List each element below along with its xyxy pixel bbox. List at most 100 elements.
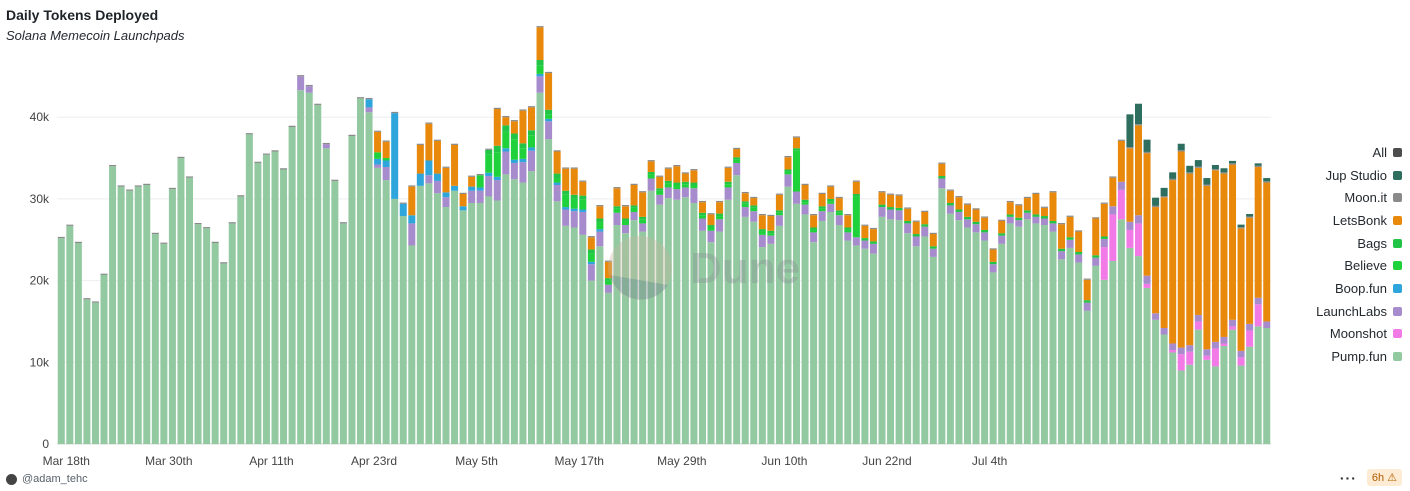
bar-bags[interactable] [895,207,903,211]
bar-moon-it[interactable] [1229,163,1237,165]
bar-moon-it[interactable] [57,236,65,239]
bar-moon-it[interactable] [382,140,390,142]
bar-moon-it[interactable] [869,227,877,230]
bar-moon-it[interactable] [887,193,895,195]
bar-letsbonk[interactable] [810,215,818,228]
bar-moon-it[interactable] [1254,165,1262,168]
bar-moon-it[interactable] [844,214,852,216]
bar-bags[interactable] [613,206,621,209]
bar-letsbonk[interactable] [869,229,877,242]
bar-letsbonk[interactable] [1203,185,1211,350]
bar-launchlabs[interactable] [895,210,903,221]
bar-moonshot[interactable] [1126,229,1134,248]
bar-believe[interactable] [374,152,382,159]
bar-launchlabs[interactable] [485,176,493,197]
bar-moon-it[interactable] [1177,150,1185,152]
bar-moon-it[interactable] [254,161,262,163]
bar-believe[interactable] [587,253,595,262]
bar-moon-it[interactable] [1152,205,1160,208]
bar-letsbonk[interactable] [1160,197,1168,328]
bar-pump-fun[interactable] [929,256,937,444]
bar-moon-it[interactable] [707,213,715,215]
bar-moonshot[interactable] [1109,214,1117,261]
bar-moon-it[interactable] [331,179,339,181]
bar-launchlabs[interactable] [1203,349,1211,356]
bar-pump-fun[interactable] [767,243,775,444]
bar-launchlabs[interactable] [1220,336,1228,344]
bar-letsbonk[interactable] [527,107,535,131]
bar-believe[interactable] [562,194,570,208]
bar-pump-fun[interactable] [852,245,860,444]
bar-bags[interactable] [758,229,766,232]
bar-launchlabs[interactable] [775,215,783,226]
bar-bags[interactable] [596,218,604,223]
bar-pump-fun[interactable] [818,220,826,444]
bar-moon-it[interactable] [1032,192,1040,194]
bar-pump-fun[interactable] [604,292,612,444]
bar-jup-studio[interactable] [1246,214,1254,217]
bar-letsbonk[interactable] [698,202,706,213]
bar-boop-fun[interactable] [596,229,604,232]
bar-letsbonk[interactable] [1246,217,1254,324]
bar-pump-fun[interactable] [579,234,587,444]
bar-launchlabs[interactable] [733,162,741,176]
bar-launchlabs[interactable] [1246,323,1254,331]
bar-pump-fun[interactable] [1126,247,1134,444]
bar-bags[interactable] [553,173,561,179]
bar-launchlabs[interactable] [912,236,920,247]
bar-letsbonk[interactable] [536,27,544,60]
bar-letsbonk[interactable] [562,168,570,191]
bar-moon-it[interactable] [451,143,459,145]
bar-boop-fun[interactable] [562,207,570,210]
bar-bags[interactable] [1066,237,1074,240]
bar-moon-it[interactable] [160,242,168,244]
bar-moon-it[interactable] [1194,166,1202,168]
bar-moon-it[interactable] [587,236,595,238]
bar-pump-fun[interactable] [288,127,296,444]
bar-launchlabs[interactable] [981,232,989,241]
bar-launchlabs[interactable] [1152,313,1160,320]
bar-jup-studio[interactable] [1177,143,1185,151]
bar-bags[interactable] [510,133,518,140]
bar-jup-studio[interactable] [1194,160,1202,167]
bar-moon-it[interactable] [784,156,792,158]
bar-launchlabs[interactable] [972,224,980,233]
bar-pump-fun[interactable] [630,220,638,444]
bar-pump-fun[interactable] [673,199,681,444]
bar-moon-it[interactable] [220,262,228,264]
bar-moonshot[interactable] [1229,326,1237,330]
bar-letsbonk[interactable] [408,186,416,216]
bar-launchlabs[interactable] [519,162,527,183]
bar-believe[interactable] [596,222,604,230]
bar-letsbonk[interactable] [1083,279,1091,301]
bar-moon-it[interactable] [297,75,305,77]
bar-pump-fun[interactable] [963,227,971,444]
bar-pump-fun[interactable] [656,204,664,444]
bar-pump-fun[interactable] [775,225,783,444]
bar-pump-fun[interactable] [519,182,527,445]
bar-moon-it[interactable] [767,214,775,217]
bar-moon-it[interactable] [527,106,535,108]
bar-pump-fun[interactable] [1134,256,1142,444]
bar-pump-fun[interactable] [83,299,91,444]
bar-moon-it[interactable] [878,191,886,193]
bar-believe[interactable] [579,199,587,210]
bar-launchlabs[interactable] [827,203,835,212]
bar-boop-fun[interactable] [433,173,441,181]
bar-letsbonk[interactable] [929,234,937,247]
bar-believe[interactable] [510,139,518,160]
bar-launchlabs[interactable] [536,76,544,93]
bar-moon-it[interactable] [562,167,570,169]
bar-moonshot[interactable] [1134,223,1142,257]
bar-pump-fun[interactable] [878,216,886,444]
bar-launchlabs[interactable] [998,235,1006,244]
bar-pump-fun[interactable] [203,228,211,444]
bar-pump-fun[interactable] [143,185,151,444]
bar-jup-studio[interactable] [1152,197,1160,206]
bar-moon-it[interactable] [946,189,954,191]
bar-moon-it[interactable] [698,200,706,203]
bar-letsbonk[interactable] [1211,170,1219,342]
bar-believe[interactable] [622,220,630,226]
bar-pump-fun[interactable] [938,188,946,444]
bar-pump-fun[interactable] [972,232,980,444]
